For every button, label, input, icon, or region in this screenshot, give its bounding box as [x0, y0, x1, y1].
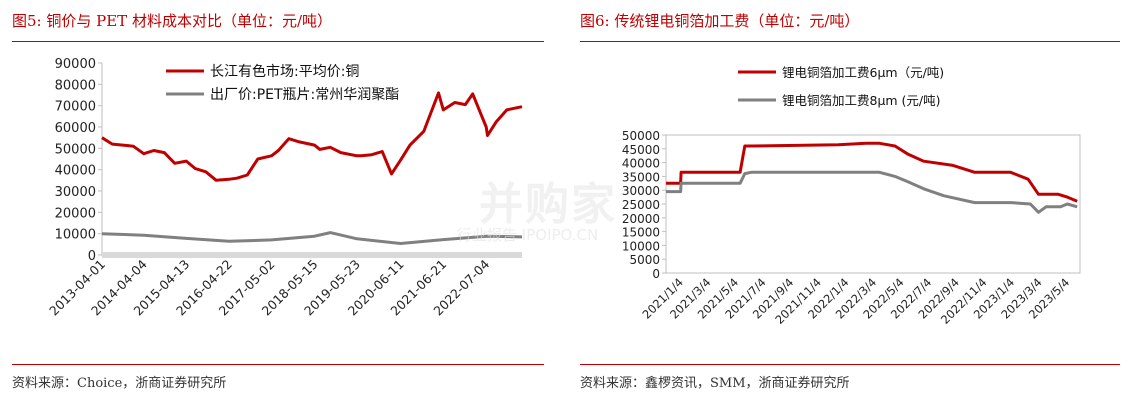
y-tick-label: 25000 — [622, 198, 660, 212]
figure-6-source: 资料来源：鑫椤资讯，SMM，浙商证券研究所 — [580, 376, 850, 391]
y-tick-label: 0 — [652, 267, 660, 281]
y-tick-label: 80000 — [55, 78, 96, 93]
figure-6-title: 图6: 传统锂电铜箔加工费（单位：元/吨） — [580, 12, 860, 30]
legend-label-1: 锂电铜箔加工费6μm（元/吨) — [782, 65, 944, 80]
y-tick-label: 50000 — [622, 129, 660, 143]
series-line-1 — [101, 91, 523, 182]
y-tick-label: 90000 — [55, 57, 96, 72]
figure-5-title: 图5: 铜价与 PET 材料成本对比（单位：元/吨） — [12, 12, 333, 30]
y-tick-label: 20000 — [55, 206, 96, 221]
copper-pet-chart: 0 10000 20000 30000 40000 50000 60000 70000 8000… — [46, 57, 523, 318]
legend-label-1: 长江有色市场:平均价:铜 — [210, 63, 359, 80]
y-tick-label: 30000 — [622, 184, 660, 198]
figure-6-panel: 图6: 传统锂电铜箔加工费（单位：元/吨） 0 5000 10000 15000 200… — [568, 0, 1128, 408]
copper-foil-fee-chart: 0500010000150002000025000300003500040000… — [622, 65, 1081, 327]
source-rule — [12, 364, 544, 365]
figure-5-source: 资料来源：Choice，浙商证券研究所 — [12, 376, 227, 391]
y-tick-label: 15000 — [622, 226, 660, 240]
y-tick-label: 60000 — [55, 121, 96, 136]
source-rule — [580, 364, 1120, 365]
title-rule — [580, 41, 1120, 42]
y-tick-label: 40000 — [622, 157, 660, 171]
y-tick-label: 20000 — [622, 212, 660, 226]
y-tick-label: 50000 — [55, 142, 96, 157]
y-tick-label: 35000 — [622, 170, 660, 184]
y-tick-label: 0 — [88, 249, 96, 264]
y-tick-label: 30000 — [55, 185, 96, 200]
legend-label-2: 锂电铜箔加工费8μm (元/吨) — [782, 93, 941, 108]
y-tick-label: 45000 — [622, 143, 660, 157]
legend-label-2: 出厂价:PET瓶片:常州华润聚酯 — [210, 87, 399, 103]
y-tick-label: 70000 — [55, 100, 96, 115]
y-tick-label: 10000 — [55, 228, 96, 243]
y-tick-label: 5000 — [629, 253, 660, 267]
title-rule — [12, 41, 544, 42]
figure-5-panel: 图5: 铜价与 PET 材料成本对比（单位：元/吨） 0 10000 20000 30… — [0, 0, 560, 408]
series-line-2 — [101, 231, 523, 245]
y-tick-label: 10000 — [622, 239, 660, 253]
y-tick-label: 40000 — [55, 164, 96, 179]
series-line-1 — [666, 141, 1078, 203]
series-line-2 — [666, 170, 1078, 214]
